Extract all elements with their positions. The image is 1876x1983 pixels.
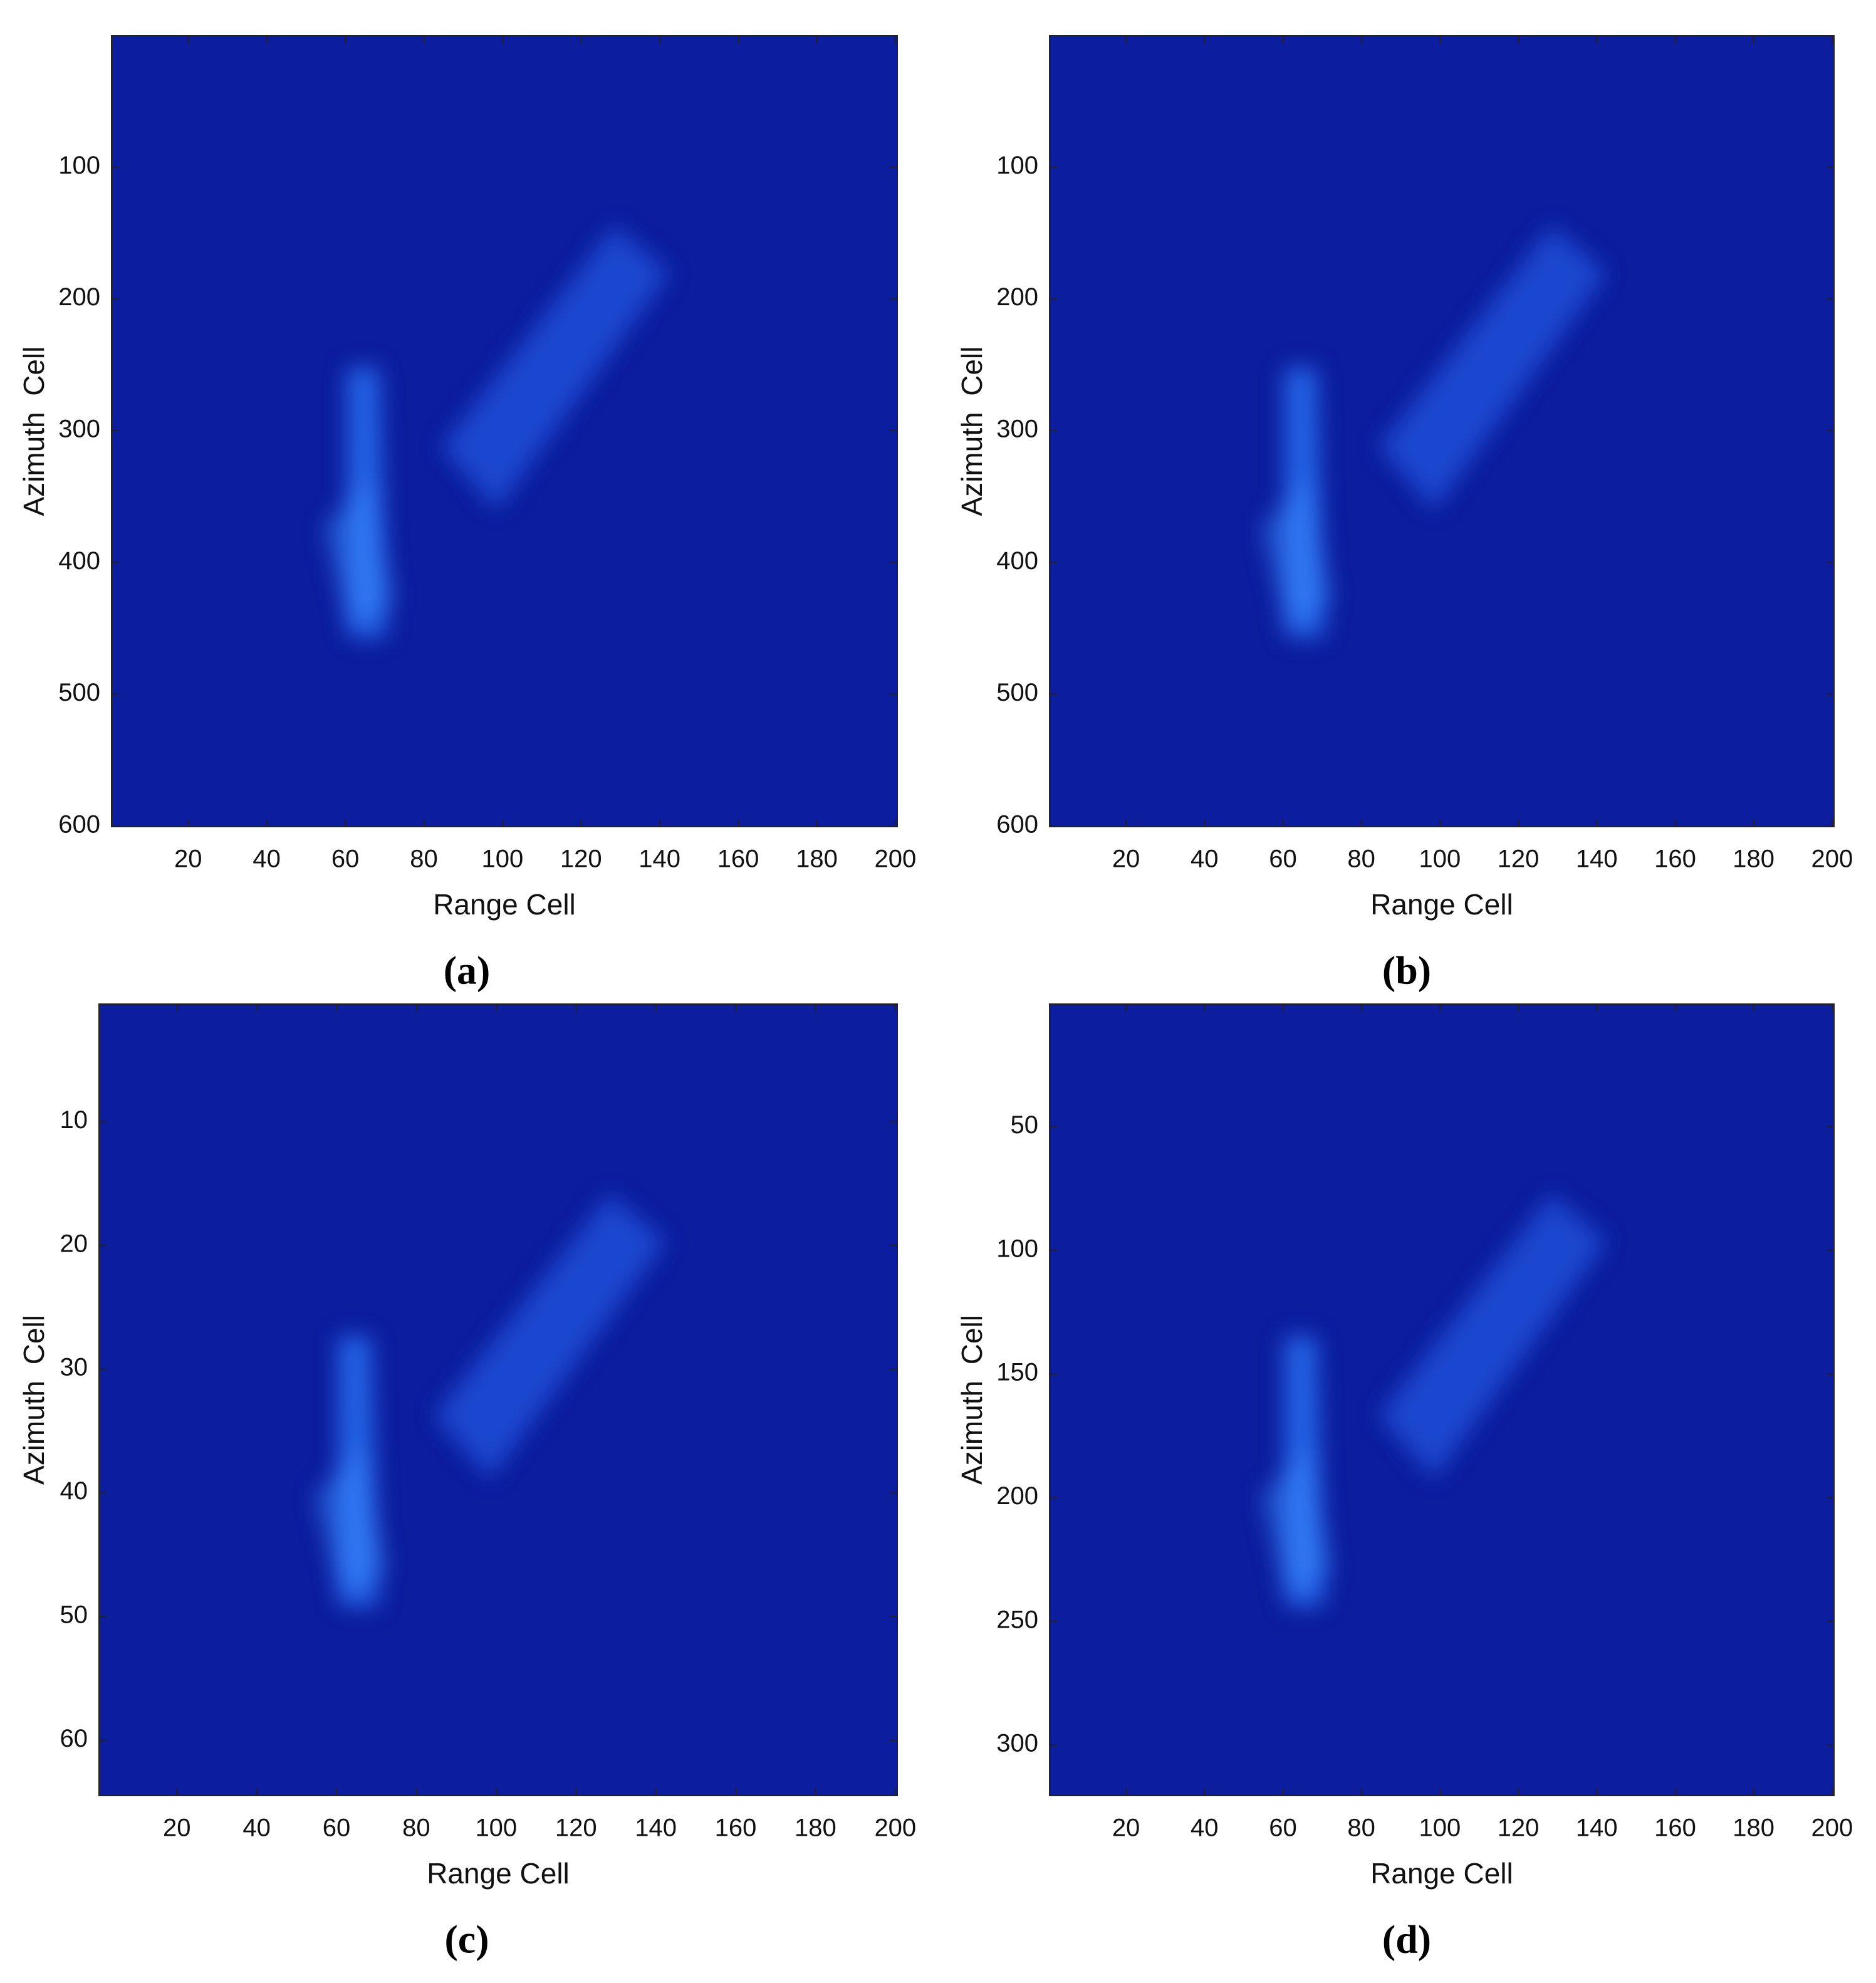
target-glow (441, 225, 670, 511)
heatmap-panel: 20 40 60 80 100 120 140 160 180 200 100 200 300 400 50… (18, 35, 916, 993)
y-tick-label: 400 (996, 547, 1038, 575)
y-tick-label: 100 (996, 1235, 1038, 1262)
x-tick-label: 80 (402, 1814, 430, 1842)
x-tick-label: 200 (1811, 845, 1853, 873)
x-tick-label: 160 (1654, 845, 1696, 873)
x-tick-label: 40 (242, 1814, 271, 1842)
target-glow (434, 1194, 666, 1479)
y-axis-label: Azimuth Cell (18, 347, 50, 516)
x-tick-label: 160 (717, 845, 759, 873)
x-tick-label: 60 (323, 1814, 351, 1842)
y-tick-label: 300 (996, 416, 1038, 443)
heatmap-panel: 20 40 60 80 100 120 140 160 180 200 10 20 30 40 50 60 Ra… (18, 1003, 916, 1962)
panel-caption: (b) (1382, 948, 1431, 993)
x-tick-label: 180 (1733, 845, 1774, 873)
x-tick-label: 120 (560, 845, 602, 873)
y-tick-label: 600 (58, 811, 100, 839)
x-axis-label: Range Cell (1370, 888, 1513, 921)
plot-frame (1049, 35, 1835, 827)
x-axis-label: Range Cell (433, 888, 576, 921)
y-axis-label: Azimuth Cell (956, 1315, 988, 1485)
x-tick-label: 140 (1576, 845, 1618, 873)
x-tick-label: 140 (1576, 1814, 1618, 1842)
target-glow (314, 1447, 387, 1590)
y-tick-label: 100 (996, 152, 1038, 179)
x-tick-label: 20 (163, 1814, 191, 1842)
y-tick-label: 60 (60, 1725, 88, 1752)
x-tick-label: 180 (796, 845, 838, 873)
target-glow (1378, 225, 1607, 511)
target-glow-group (1261, 225, 1607, 637)
plot-frame (111, 35, 898, 827)
x-tick-label: 160 (715, 1814, 757, 1842)
x-tick-label: 40 (1191, 845, 1219, 873)
x-tick-label: 160 (1654, 1814, 1696, 1842)
x-tick-label: 100 (481, 845, 523, 873)
plot-frame (1049, 1003, 1835, 1796)
target-glow (1261, 478, 1332, 621)
y-tick-label: 20 (60, 1230, 88, 1257)
y-tick-label: 50 (1011, 1111, 1039, 1139)
x-tick-label: 60 (1269, 845, 1297, 873)
x-tick-label: 200 (874, 845, 916, 873)
plot-frame (98, 1003, 898, 1796)
y-tick-label: 500 (996, 679, 1038, 706)
target-glow-group (1261, 1194, 1607, 1606)
x-tick-label: 20 (1112, 1814, 1140, 1842)
panel-caption: (a) (444, 948, 491, 993)
y-tick-label: 10 (60, 1106, 88, 1134)
target-glow-group (323, 225, 670, 637)
y-tick-label: 100 (58, 152, 100, 179)
x-tick-label: 120 (555, 1814, 597, 1842)
y-tick-label: 400 (58, 547, 100, 575)
heatmap-panel: 20 40 60 80 100 120 140 160 180 200 100 200 300 400 50… (956, 35, 1853, 993)
x-tick-label: 80 (1347, 845, 1375, 873)
x-tick-label: 180 (795, 1814, 836, 1842)
y-tick-label: 300 (58, 416, 100, 443)
y-tick-label: 600 (996, 811, 1038, 839)
x-tick-label: 60 (331, 845, 360, 873)
y-tick-label: 150 (996, 1359, 1038, 1386)
target-glow (1261, 1447, 1332, 1590)
y-axis-label: Azimuth Cell (18, 1315, 50, 1485)
heatmap-panel: 20 40 60 80 100 120 140 160 180 200 50 100 150 200 250… (956, 1003, 1853, 1962)
y-tick-label: 200 (58, 283, 100, 311)
x-tick-label: 100 (475, 1814, 517, 1842)
x-tick-label: 120 (1498, 1814, 1540, 1842)
x-tick-label: 100 (1419, 845, 1461, 873)
panel-caption: (d) (1382, 1917, 1431, 1962)
x-axis-label: Range Cell (427, 1857, 570, 1890)
x-tick-label: 180 (1733, 1814, 1774, 1842)
y-tick-label: 500 (58, 679, 100, 706)
y-tick-label: 250 (996, 1606, 1038, 1633)
x-tick-label: 20 (1112, 845, 1140, 873)
target-glow-group (314, 1194, 666, 1606)
x-tick-label: 40 (1191, 1814, 1219, 1842)
x-tick-label: 80 (1347, 1814, 1375, 1842)
x-tick-label: 140 (635, 1814, 677, 1842)
y-tick-label: 200 (996, 283, 1038, 311)
x-tick-label: 140 (638, 845, 680, 873)
x-tick-label: 200 (1811, 1814, 1853, 1842)
x-tick-label: 20 (174, 845, 202, 873)
y-tick-label: 200 (996, 1482, 1038, 1510)
x-tick-label: 100 (1419, 1814, 1461, 1842)
target-glow (323, 478, 395, 621)
x-axis-label: Range Cell (1370, 1857, 1513, 1890)
x-tick-label: 200 (874, 1814, 916, 1842)
y-tick-label: 50 (60, 1601, 88, 1628)
y-tick-label: 300 (996, 1730, 1038, 1757)
y-tick-label: 30 (60, 1354, 88, 1381)
y-axis-label: Azimuth Cell (956, 347, 988, 516)
x-tick-label: 80 (410, 845, 438, 873)
x-tick-label: 40 (253, 845, 281, 873)
x-tick-label: 60 (1269, 1814, 1297, 1842)
y-tick-label: 40 (60, 1477, 88, 1505)
x-tick-label: 120 (1498, 845, 1540, 873)
target-glow (1378, 1194, 1607, 1479)
panel-caption: (c) (444, 1917, 489, 1962)
